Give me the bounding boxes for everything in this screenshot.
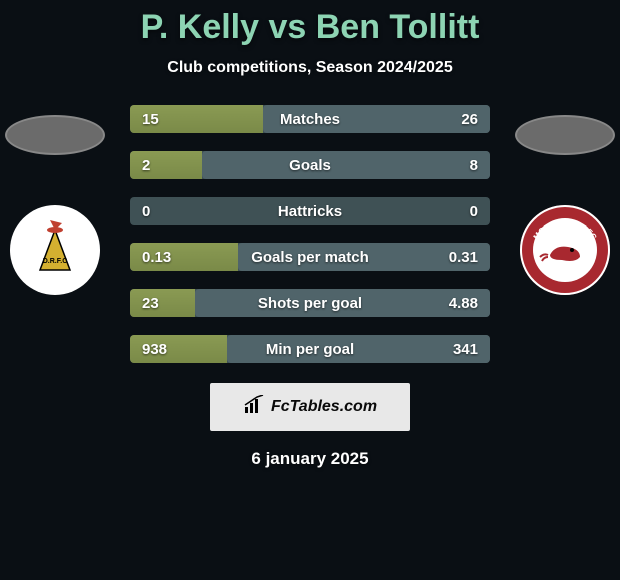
stat-right-value: 341 <box>453 341 478 358</box>
stat-right-value: 0.31 <box>449 249 478 266</box>
logo-text: FcTables.com <box>271 398 377 416</box>
stat-fill-left <box>130 289 195 317</box>
stat-label: Shots per goal <box>258 295 362 312</box>
date: 6 january 2025 <box>251 449 368 469</box>
stat-row: 938 Min per goal 341 <box>130 335 490 363</box>
right-column: MORECAMBE FC <box>510 105 620 295</box>
stat-left-value: 23 <box>142 295 159 312</box>
player-left-photo <box>5 115 105 155</box>
stat-row: 0 Hattricks 0 <box>130 197 490 225</box>
chart-icon <box>243 395 265 420</box>
stat-label: Matches <box>280 111 340 128</box>
stat-label: Min per goal <box>266 341 354 358</box>
page-title: P. Kelly vs Ben Tollitt <box>141 8 480 47</box>
stat-row: 23 Shots per goal 4.88 <box>130 289 490 317</box>
main-area: D.R.F.C 15 Matches 26 2 Goals 8 0 Hattricks 0 0.1… <box>0 105 620 363</box>
stat-row: 15 Matches 26 <box>130 105 490 133</box>
stat-fill-right <box>202 151 490 179</box>
stat-left-value: 0 <box>142 203 150 220</box>
stat-left-value: 15 <box>142 111 159 128</box>
stat-right-value: 4.88 <box>449 295 478 312</box>
stat-label: Goals <box>289 157 331 174</box>
left-column: D.R.F.C <box>0 105 110 295</box>
fctables-logo: FcTables.com <box>210 383 410 431</box>
player-right-photo <box>515 115 615 155</box>
stat-row: 0.13 Goals per match 0.31 <box>130 243 490 271</box>
club-left-badge: D.R.F.C <box>10 205 100 295</box>
stat-row: 2 Goals 8 <box>130 151 490 179</box>
stats-column: 15 Matches 26 2 Goals 8 0 Hattricks 0 0.13 Goals p… <box>130 105 490 363</box>
stat-fill-left <box>130 151 202 179</box>
stat-left-value: 938 <box>142 341 167 358</box>
svg-text:D.R.F.C: D.R.F.C <box>43 258 68 265</box>
stat-label: Hattricks <box>278 203 342 220</box>
stat-left-value: 0.13 <box>142 249 171 266</box>
stat-left-value: 2 <box>142 157 150 174</box>
club-right-badge: MORECAMBE FC <box>520 205 610 295</box>
stat-label: Goals per match <box>251 249 369 266</box>
subtitle: Club competitions, Season 2024/2025 <box>167 59 452 77</box>
stat-right-value: 0 <box>470 203 478 220</box>
stat-right-value: 8 <box>470 157 478 174</box>
stat-right-value: 26 <box>461 111 478 128</box>
